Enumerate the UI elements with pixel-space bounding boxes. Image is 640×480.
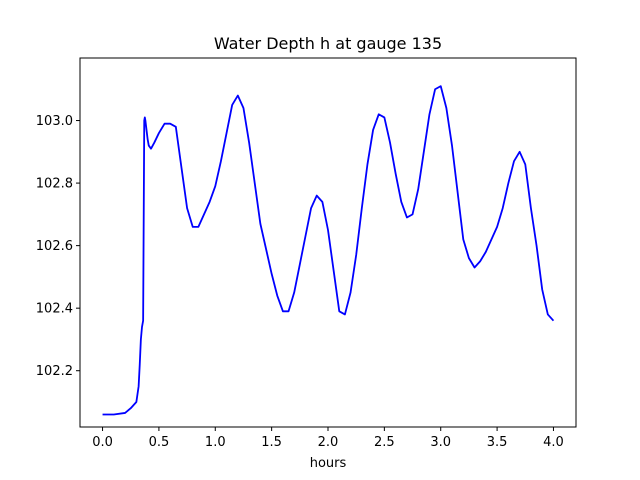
y-tick-label: 102.6 — [36, 239, 73, 254]
x-tick-label: 2.5 — [374, 435, 395, 450]
y-axis-ticks: 102.2 102.4 102.6 102.8 103.0 — [36, 114, 80, 379]
x-tick-label: 1.5 — [261, 435, 282, 450]
x-tick-label: 0.0 — [92, 435, 113, 450]
x-tick-label: 3.0 — [430, 435, 451, 450]
water-depth-series-line — [102, 85, 555, 416]
x-axis-label: hours — [310, 456, 347, 471]
y-tick-label: 103.0 — [36, 114, 73, 129]
plot-area-frame — [79, 57, 577, 428]
x-tick-label: 2.0 — [318, 435, 339, 450]
y-tick-label: 102.2 — [36, 364, 73, 379]
y-tick-label: 102.8 — [36, 177, 73, 192]
x-axis-ticks: 0.0 0.5 1.0 1.5 2.0 2.5 3.0 3.5 4.0 — [92, 427, 564, 450]
x-tick-label: 0.5 — [149, 435, 170, 450]
x-tick-label: 1.0 — [205, 435, 226, 450]
x-tick-label: 3.5 — [487, 435, 508, 450]
chart-title: Water Depth h at gauge 135 — [214, 34, 442, 53]
x-tick-label: 4.0 — [543, 435, 564, 450]
y-tick-label: 102.4 — [36, 302, 73, 317]
